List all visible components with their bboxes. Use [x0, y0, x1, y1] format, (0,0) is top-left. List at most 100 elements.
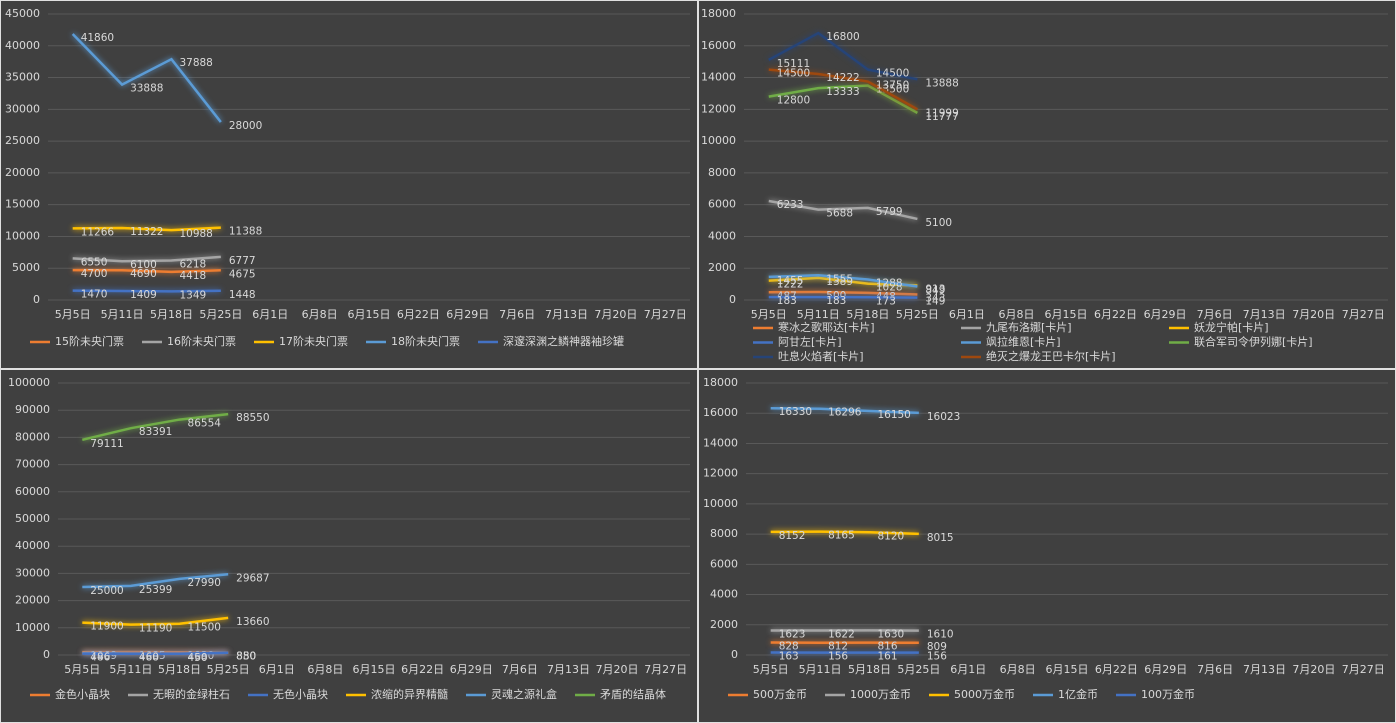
- data-label: 4418: [179, 270, 206, 282]
- legend-label: 金色小晶块: [55, 687, 110, 701]
- data-label: 83391: [139, 426, 172, 438]
- data-label: 25399: [139, 584, 172, 596]
- legend-label: 500万金币: [753, 687, 807, 701]
- legend-label: 5000万金币: [954, 687, 1015, 701]
- x-tick-label: 5月18日: [150, 308, 193, 321]
- y-tick-label: 40000: [15, 539, 50, 552]
- data-label: 183: [777, 295, 797, 307]
- y-tick-label: 18000: [703, 376, 738, 389]
- data-label: 11900: [90, 621, 123, 633]
- series-line: [770, 530, 919, 536]
- data-label: 11777: [925, 111, 958, 123]
- data-label: 6550: [81, 256, 108, 268]
- x-tick-label: 7月13日: [1243, 308, 1286, 321]
- y-tick-label: 90000: [15, 403, 50, 416]
- data-label: 8165: [828, 530, 855, 542]
- x-tick-label: 6月15日: [1046, 663, 1089, 676]
- data-label: 1349: [179, 289, 206, 301]
- data-label: 5688: [826, 208, 853, 220]
- legend-label: 1亿金币: [1058, 687, 1098, 701]
- y-tick-label: 5000: [12, 261, 40, 274]
- data-label: 450: [188, 652, 208, 664]
- data-label: 6100: [130, 259, 157, 271]
- data-label: 1409: [130, 289, 157, 301]
- x-tick-label: 7月27日: [644, 308, 687, 321]
- series-line: [72, 226, 221, 232]
- x-tick-label: 6月1日: [950, 663, 986, 676]
- y-tick-label: 14000: [701, 71, 736, 84]
- data-label: 13888: [925, 77, 958, 89]
- data-label: 8120: [877, 530, 904, 542]
- x-tick-label: 5月5日: [55, 308, 91, 321]
- x-tick-label: 7月20日: [1292, 663, 1335, 676]
- y-tick-label: 6000: [710, 557, 738, 570]
- data-label: 16023: [927, 411, 960, 423]
- data-label: 11388: [229, 226, 262, 238]
- data-label: 33888: [130, 83, 163, 95]
- data-label: 5100: [925, 217, 952, 229]
- legend-label: 寒冰之歌耶达[卡片]: [778, 320, 875, 334]
- x-tick-label: 5月25日: [897, 663, 940, 676]
- legend-label: 浓缩的异界精髓: [371, 687, 448, 701]
- x-tick-label: 6月8日: [998, 308, 1034, 321]
- y-tick-label: 10000: [5, 229, 40, 242]
- x-tick-label: 5月18日: [846, 308, 889, 321]
- panel: [699, 1, 1395, 368]
- y-tick-label: 20000: [15, 594, 50, 607]
- data-label: 4700: [81, 268, 108, 280]
- y-tick-label: 8000: [710, 527, 738, 540]
- panel: [699, 370, 1395, 722]
- data-label: 25000: [90, 585, 123, 597]
- data-label: 8152: [779, 530, 806, 542]
- x-tick-label: 5月5日: [751, 308, 787, 321]
- data-label: 88550: [236, 412, 269, 424]
- data-label: 4690: [130, 268, 157, 280]
- x-tick-label: 7月6日: [1197, 663, 1233, 676]
- chart: 0 5000 10000 15000 20000 25000 30000 35000 40000…: [5, 7, 690, 348]
- x-tick-label: 5月5日: [64, 663, 100, 676]
- panel: [1, 1, 697, 368]
- data-label: 11266: [81, 226, 115, 238]
- series-line: [72, 268, 221, 274]
- series-line: [768, 295, 918, 299]
- x-tick-label: 7月13日: [547, 663, 590, 676]
- legend-label: 矛盾的结晶体: [600, 687, 666, 701]
- data-label: 1622: [828, 628, 855, 640]
- chart: 0 10000 20000 30000 40000 50000 60000 70000 8000…: [8, 376, 690, 701]
- x-tick-label: 7月27日: [644, 663, 687, 676]
- y-tick-label: 70000: [15, 458, 50, 471]
- legend-label: 九尾布洛娜[卡片]: [986, 320, 1072, 334]
- data-label: 1610: [927, 629, 954, 641]
- legend-label: 100万金币: [1141, 687, 1195, 701]
- series-line: [82, 651, 229, 656]
- data-label: 1222: [777, 279, 804, 291]
- data-label: 8015: [927, 532, 954, 544]
- x-tick-label: 6月1日: [259, 663, 295, 676]
- data-label: 11190: [139, 623, 172, 635]
- x-tick-label: 6月8日: [1000, 663, 1036, 676]
- data-label: 37888: [179, 57, 212, 69]
- data-label: 41860: [81, 32, 114, 44]
- data-label: 16296: [828, 407, 862, 419]
- legend-label: 16阶未央门票: [167, 334, 236, 348]
- chart: 0 2000 4000 6000 8000 10000 12000 14000 16000 180…: [701, 7, 1388, 363]
- y-tick-label: 45000: [5, 7, 40, 20]
- series-line: [768, 84, 918, 114]
- data-label: 809: [927, 641, 947, 653]
- data-label: 913: [925, 283, 945, 295]
- series-line: [71, 33, 222, 123]
- data-label: 16330: [779, 406, 812, 418]
- y-tick-label: 18000: [701, 7, 736, 20]
- data-label: 11322: [130, 226, 163, 238]
- data-label: 812: [828, 641, 848, 653]
- x-tick-label: 6月1日: [949, 308, 985, 321]
- x-tick-label: 5月11日: [109, 663, 152, 676]
- y-tick-label: 30000: [5, 102, 40, 115]
- y-tick-label: 8000: [708, 166, 736, 179]
- series-line: [768, 290, 918, 296]
- data-label: 1455: [777, 275, 804, 287]
- y-tick-label: 16000: [701, 39, 736, 52]
- data-label: 816: [877, 641, 897, 653]
- legend-label: 无暇的金绿柱石: [153, 687, 230, 701]
- data-label: 173: [876, 295, 896, 307]
